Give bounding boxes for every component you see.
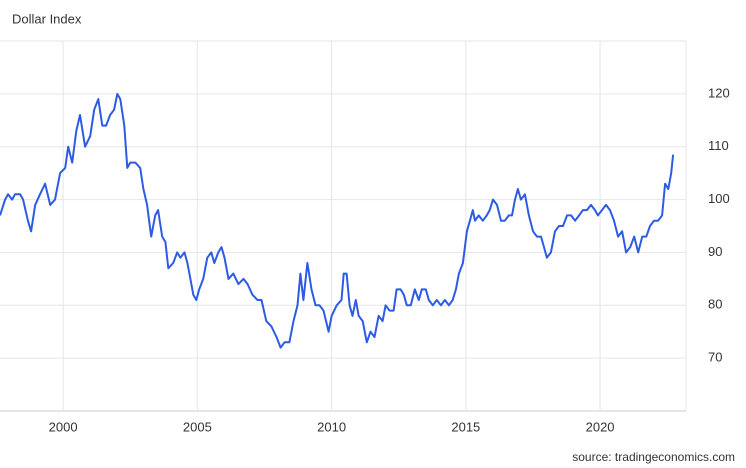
y-tick-label: 110	[708, 138, 729, 153]
data-line	[0, 92, 675, 349]
x-tick-label: 2005	[183, 419, 212, 434]
source-note: source: tradingeconomics.com	[572, 450, 735, 464]
y-tick-label: 80	[708, 297, 722, 312]
y-tick-label: 100	[708, 191, 730, 206]
chart-title: Dollar Index	[12, 11, 82, 26]
y-tick-label: 70	[708, 350, 722, 365]
x-tick-label: 2010	[317, 419, 346, 434]
y-tick-label: 90	[708, 244, 722, 259]
x-tick-label: 2015	[451, 419, 480, 434]
x-tick-label: 2020	[586, 419, 615, 434]
y-tick-label: 120	[708, 85, 730, 100]
x-tick-label: 2000	[49, 419, 78, 434]
